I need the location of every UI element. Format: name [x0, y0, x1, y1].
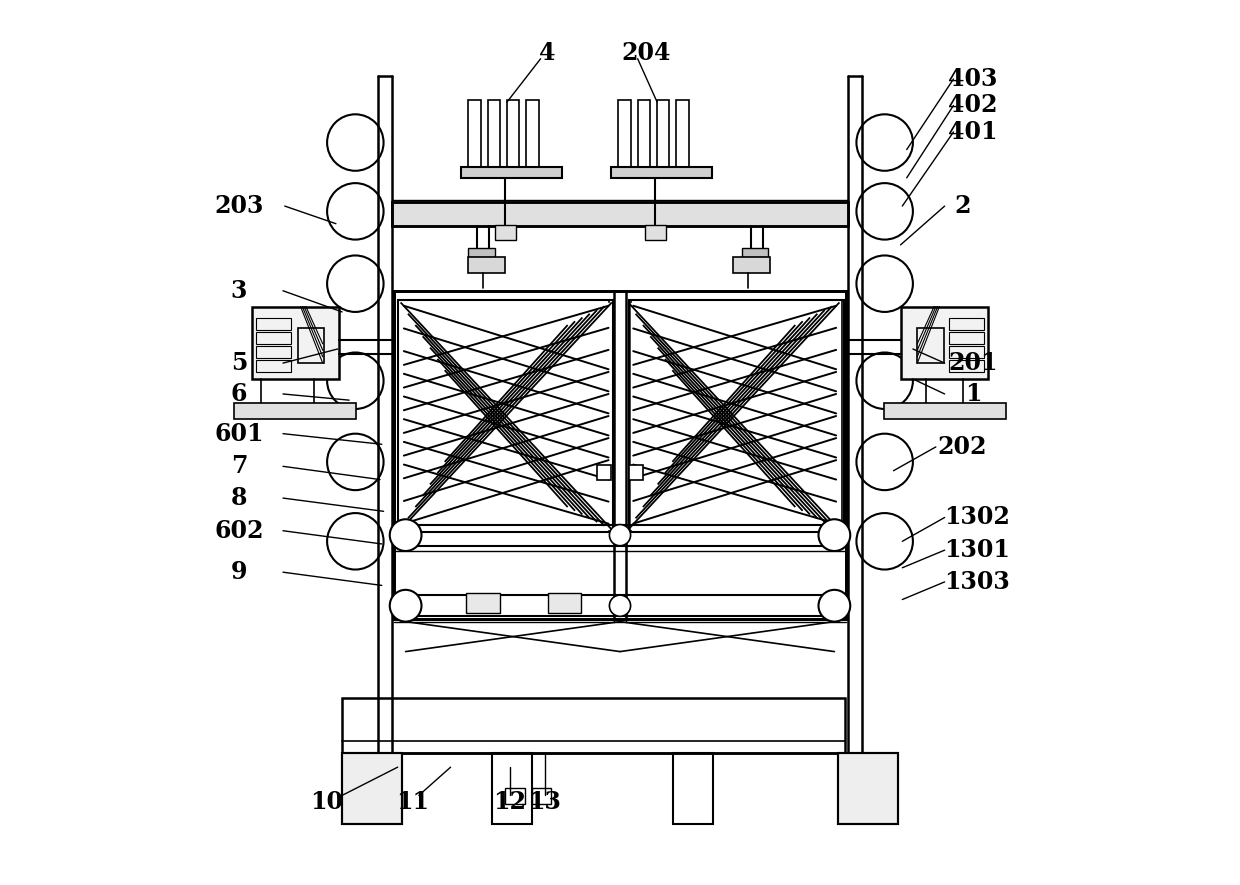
Text: 401: 401	[949, 120, 998, 144]
Circle shape	[857, 434, 913, 490]
Bar	[619, 100, 631, 169]
Bar	[506, 789, 525, 804]
Text: 7: 7	[231, 454, 247, 478]
Bar	[611, 167, 712, 178]
Text: 402: 402	[949, 94, 998, 118]
Text: 1303: 1303	[945, 570, 1011, 594]
Bar	[527, 100, 539, 169]
Polygon shape	[402, 303, 611, 529]
Bar	[677, 100, 688, 169]
Text: 403: 403	[949, 67, 997, 91]
Bar	[492, 753, 532, 824]
Bar	[645, 226, 666, 240]
Text: 601: 601	[215, 421, 264, 446]
Bar	[255, 346, 291, 358]
Text: 10: 10	[310, 790, 343, 814]
Bar	[342, 753, 402, 824]
Bar	[487, 100, 500, 169]
Bar	[495, 226, 516, 240]
Bar	[733, 258, 770, 273]
Bar	[629, 300, 844, 533]
Bar	[838, 753, 898, 824]
Bar	[394, 291, 846, 619]
Circle shape	[609, 525, 631, 546]
Circle shape	[327, 352, 383, 409]
Circle shape	[327, 114, 383, 171]
Text: 12: 12	[494, 790, 526, 814]
Bar	[461, 167, 562, 178]
Bar	[673, 753, 713, 824]
Bar	[532, 789, 552, 804]
Bar	[398, 300, 613, 533]
Bar	[255, 360, 291, 372]
Bar	[901, 306, 988, 379]
Text: 1: 1	[965, 382, 981, 406]
Bar	[949, 332, 985, 343]
Bar	[255, 332, 291, 343]
Bar	[398, 300, 609, 533]
Polygon shape	[631, 303, 838, 529]
Bar	[742, 249, 769, 258]
Bar	[342, 698, 844, 753]
Circle shape	[327, 256, 383, 312]
Bar	[234, 403, 356, 419]
Circle shape	[857, 114, 913, 171]
Circle shape	[818, 519, 851, 551]
Circle shape	[857, 352, 913, 409]
Bar	[631, 300, 842, 533]
Text: 1302: 1302	[945, 505, 1011, 529]
Circle shape	[818, 589, 851, 621]
Circle shape	[327, 434, 383, 490]
Circle shape	[609, 595, 631, 616]
Circle shape	[389, 589, 422, 621]
Bar	[469, 100, 481, 169]
Text: 204: 204	[621, 41, 671, 65]
Bar	[392, 202, 848, 227]
Bar	[629, 466, 642, 480]
Text: 11: 11	[396, 790, 429, 814]
Text: 202: 202	[937, 435, 987, 459]
Bar	[342, 753, 402, 824]
Circle shape	[389, 519, 422, 551]
Circle shape	[857, 183, 913, 240]
Text: 1301: 1301	[945, 538, 1011, 562]
Bar	[255, 318, 291, 329]
Bar	[466, 593, 500, 612]
Text: 602: 602	[215, 519, 264, 543]
Bar	[392, 202, 848, 227]
Bar	[918, 327, 944, 363]
Bar	[507, 100, 520, 169]
Bar	[469, 258, 506, 273]
Bar	[949, 318, 985, 329]
Circle shape	[327, 183, 383, 240]
Bar	[884, 403, 1006, 419]
Bar	[657, 100, 670, 169]
Bar	[598, 466, 611, 480]
Text: 9: 9	[231, 560, 247, 584]
Bar	[298, 327, 325, 363]
Text: 13: 13	[528, 790, 562, 814]
Text: 203: 203	[215, 194, 264, 218]
Text: 2: 2	[954, 194, 971, 218]
Text: 4: 4	[539, 41, 556, 65]
Bar	[469, 249, 495, 258]
Text: 201: 201	[949, 351, 998, 375]
Bar	[838, 753, 898, 824]
Circle shape	[857, 256, 913, 312]
Bar	[637, 100, 650, 169]
Bar	[548, 593, 582, 612]
Text: 3: 3	[231, 279, 247, 303]
Circle shape	[327, 513, 383, 570]
Text: 8: 8	[231, 486, 247, 510]
Bar	[252, 306, 339, 379]
Bar	[949, 360, 985, 372]
Text: 5: 5	[231, 351, 247, 375]
Text: 6: 6	[231, 382, 247, 406]
Circle shape	[857, 513, 913, 570]
Bar	[949, 346, 985, 358]
Bar	[394, 291, 846, 619]
